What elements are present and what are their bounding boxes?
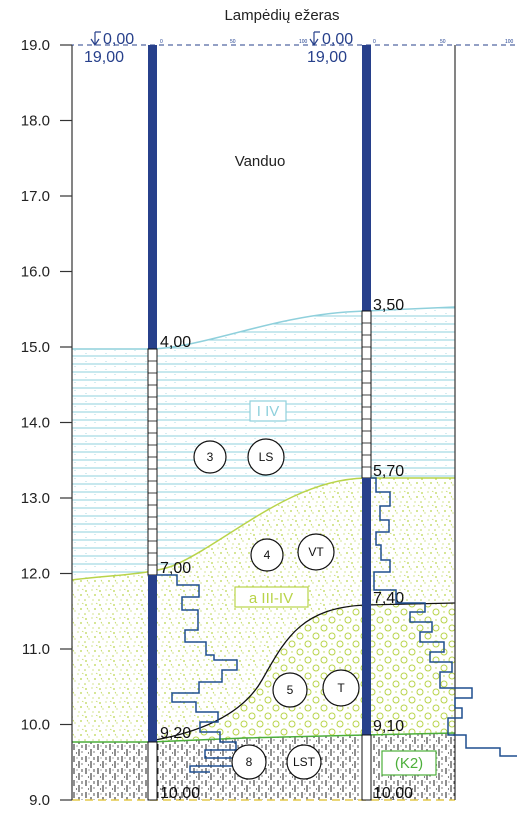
borehole-2: 0,00 19,00 0 50 100 3,50 5,70 7,40 9,10 … [307, 31, 517, 802]
borehole-2-depth-10: 10,00 [373, 785, 413, 802]
y-axis-tick-label: 12.0 [21, 566, 50, 583]
borehole-2-bedrock-core [361, 734, 372, 801]
borehole-2-depth-7-4: 7,40 [373, 590, 404, 607]
layer-code-lst: LST [286, 744, 322, 780]
borehole-1-depth-7: 7,00 [160, 560, 191, 577]
svg-text:LST: LST [293, 755, 316, 769]
y-axis-tick-label: 13.0 [21, 490, 50, 507]
svg-text:LS: LS [259, 450, 274, 464]
borehole-1-core-segments [148, 360, 157, 566]
bedrock-top-boundary [72, 732, 456, 743]
svg-text:I IV: I IV [257, 403, 280, 420]
layer-code-t: T [322, 669, 360, 707]
layer-code-vt: VT [297, 533, 335, 571]
borehole-1-scale-100: 100 [299, 39, 308, 45]
layer-id-5: 5 [272, 672, 308, 708]
borehole-2-scale-50: 50 [440, 39, 446, 45]
svg-text:(K2): (K2) [395, 755, 423, 772]
borehole-2-marker-icon [309, 31, 320, 47]
section-title: Lampėdių ežeras [224, 7, 339, 24]
borehole-2-top-elevation: 19,00 [307, 49, 347, 66]
y-axis-tick-label: 11.0 [22, 641, 50, 658]
y-axis-tick-label: 14.0 [21, 415, 50, 432]
borehole-2-depth-9-1: 9,10 [373, 718, 404, 735]
svg-text:T: T [337, 681, 345, 695]
svg-text:3: 3 [207, 450, 214, 464]
svg-text:8: 8 [246, 755, 253, 769]
layer-code-i-iv: I IV [249, 400, 287, 422]
layer-code-k2: (K2) [381, 750, 437, 776]
y-axis-tick-label: 9.0 [29, 792, 50, 809]
borehole-1-lower [148, 575, 157, 742]
gravel-lens-layer [155, 603, 455, 740]
borehole-1-depth-10: 10,00 [160, 785, 200, 802]
y-axis-tick-label: 17.0 [21, 188, 50, 205]
borehole-1-depth-9-2: 9,20 [160, 725, 191, 742]
borehole-1: 0,00 19,00 0 50 100 4,00 7,00 9,20 10,00 [84, 31, 308, 802]
svg-text:5: 5 [287, 683, 294, 697]
borehole-2-lower [362, 478, 371, 735]
borehole-2-depth-5-7: 5,70 [373, 463, 404, 480]
lake-sediment-top-boundary [72, 306, 456, 350]
borehole-1-log-curve [157, 574, 251, 773]
borehole-1-marker-icon [90, 31, 101, 47]
svg-text:VT: VT [308, 545, 324, 559]
borehole-2-log-curve [371, 477, 517, 757]
water-label: Vanduo [235, 153, 286, 170]
svg-text:a III-IV: a III-IV [249, 590, 293, 607]
y-axis-tick-label: 10.0 [21, 717, 50, 734]
borehole-1-depth-4: 4,00 [160, 334, 191, 351]
borehole-1-water-column [148, 45, 157, 349]
gravel-boundary [154, 602, 456, 741]
layer-id-8: 8 [231, 744, 267, 780]
y-axis-tick-label: 15.0 [21, 339, 50, 356]
glacial-top-boundary [71, 477, 455, 581]
borehole-2-water-column [362, 45, 371, 311]
borehole-1-scale-50: 50 [230, 39, 236, 45]
layer-id-4: 4 [250, 538, 284, 572]
svg-text:4: 4 [264, 548, 271, 562]
borehole-1-top-elevation: 19,00 [84, 49, 124, 66]
y-axis: 19.0 18.0 17.0 16.0 15.0 14.0 13.0 12.0 11.0 10.0… [21, 37, 72, 809]
borehole-1-top-value: 0,00 [103, 31, 134, 48]
borehole-2-core-segments [362, 322, 371, 468]
layer-code-a-iii-iv: a III-IV [234, 586, 309, 608]
y-axis-tick-label: 16.0 [21, 264, 50, 281]
borehole-2-core [361, 310, 372, 479]
borehole-1-bedrock-core [147, 741, 158, 801]
borehole-2-top-value: 0,00 [322, 31, 353, 48]
layer-code-ls: LS [247, 438, 285, 476]
y-axis-tick-label: 18.0 [21, 113, 50, 130]
borehole-2-scale-100: 100 [505, 39, 514, 45]
y-axis-tick-label: 19.0 [21, 37, 50, 54]
borehole-2-depth-3-5: 3,50 [373, 297, 404, 314]
layer-id-3: 3 [193, 440, 227, 474]
borehole-2-scale-0: 0 [373, 39, 376, 45]
borehole-1-scale-0: 0 [160, 39, 163, 45]
